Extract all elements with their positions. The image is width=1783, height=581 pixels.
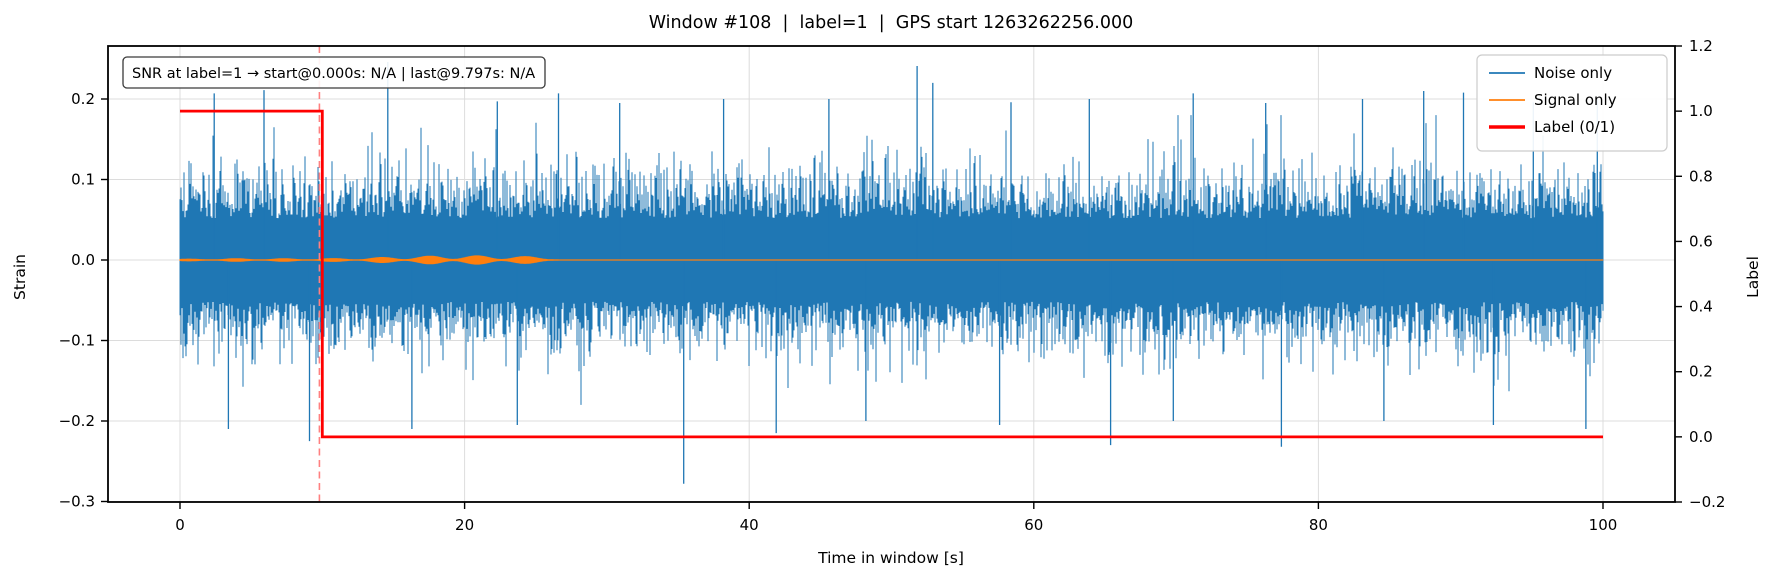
chart-title: Window #108 | label=1 | GPS start 126326…: [649, 13, 1133, 33]
y-axis-label-left: Strain: [11, 254, 29, 300]
x-tick-label-40: 40: [740, 516, 759, 534]
x-tick-label-100: 100: [1589, 516, 1618, 534]
legend: Noise only Signal only Label (0/1): [1476, 54, 1668, 152]
plot-border: [107, 45, 1676, 503]
y-tick-label-left--0.1: −0.1: [59, 332, 95, 350]
y-tick-label-right-1: 1.0: [1689, 102, 1713, 120]
x-tick-label-80: 80: [1309, 516, 1328, 534]
snr-annotation-text: SNR at label=1 → start@0.000s: N/A | las…: [132, 66, 535, 82]
y-tick-label-right-0.4: 0.4: [1689, 298, 1713, 316]
y-tick-label-right-0.6: 0.6: [1689, 232, 1713, 250]
y-tick-label-left-0.1: 0.1: [71, 171, 95, 189]
noise-spikes: [213, 62, 1598, 484]
snr-annotation-box: [122, 56, 546, 89]
y-tick-label-left--0.3: −0.3: [59, 493, 95, 511]
x-axis-label: Time in window [s]: [817, 549, 964, 567]
series-layer: [179, 46, 1604, 502]
x-tick-label-20: 20: [455, 516, 474, 534]
x-tick-label-60: 60: [1024, 516, 1043, 534]
x-tick-label-0: 0: [175, 516, 185, 534]
snr-annotation: SNR at label=1 → start@0.000s: N/A | las…: [122, 56, 546, 89]
y-tick-label-right-1.2: 1.2: [1689, 37, 1713, 55]
label-series: [180, 109, 1603, 439]
axes-spines: [107, 45, 1676, 503]
y-tick-label-left--0.2: −0.2: [59, 412, 95, 430]
y-tick-label-right-0.8: 0.8: [1689, 167, 1713, 185]
y-tick-label-left-0: 0.0: [71, 251, 95, 269]
y-tick-label-right--0.2: −0.2: [1689, 493, 1725, 511]
legend-label-signal: Signal only: [1534, 91, 1617, 109]
y-tick-label-right-0: 0.0: [1689, 428, 1713, 446]
y-axis-label-right: Label: [1744, 256, 1762, 298]
tick-layer: 0 20 40 60 80 100 0.2 0.1 0.0 −0.1 −0.2 −0.3 1.2 1.0 0…: [59, 37, 1726, 534]
y-tick-label-left-0.2: 0.2: [71, 90, 95, 108]
legend-label-label: Label (0/1): [1534, 118, 1615, 136]
y-tick-label-right-0.2: 0.2: [1689, 363, 1713, 381]
legend-label-noise: Noise only: [1534, 64, 1612, 82]
